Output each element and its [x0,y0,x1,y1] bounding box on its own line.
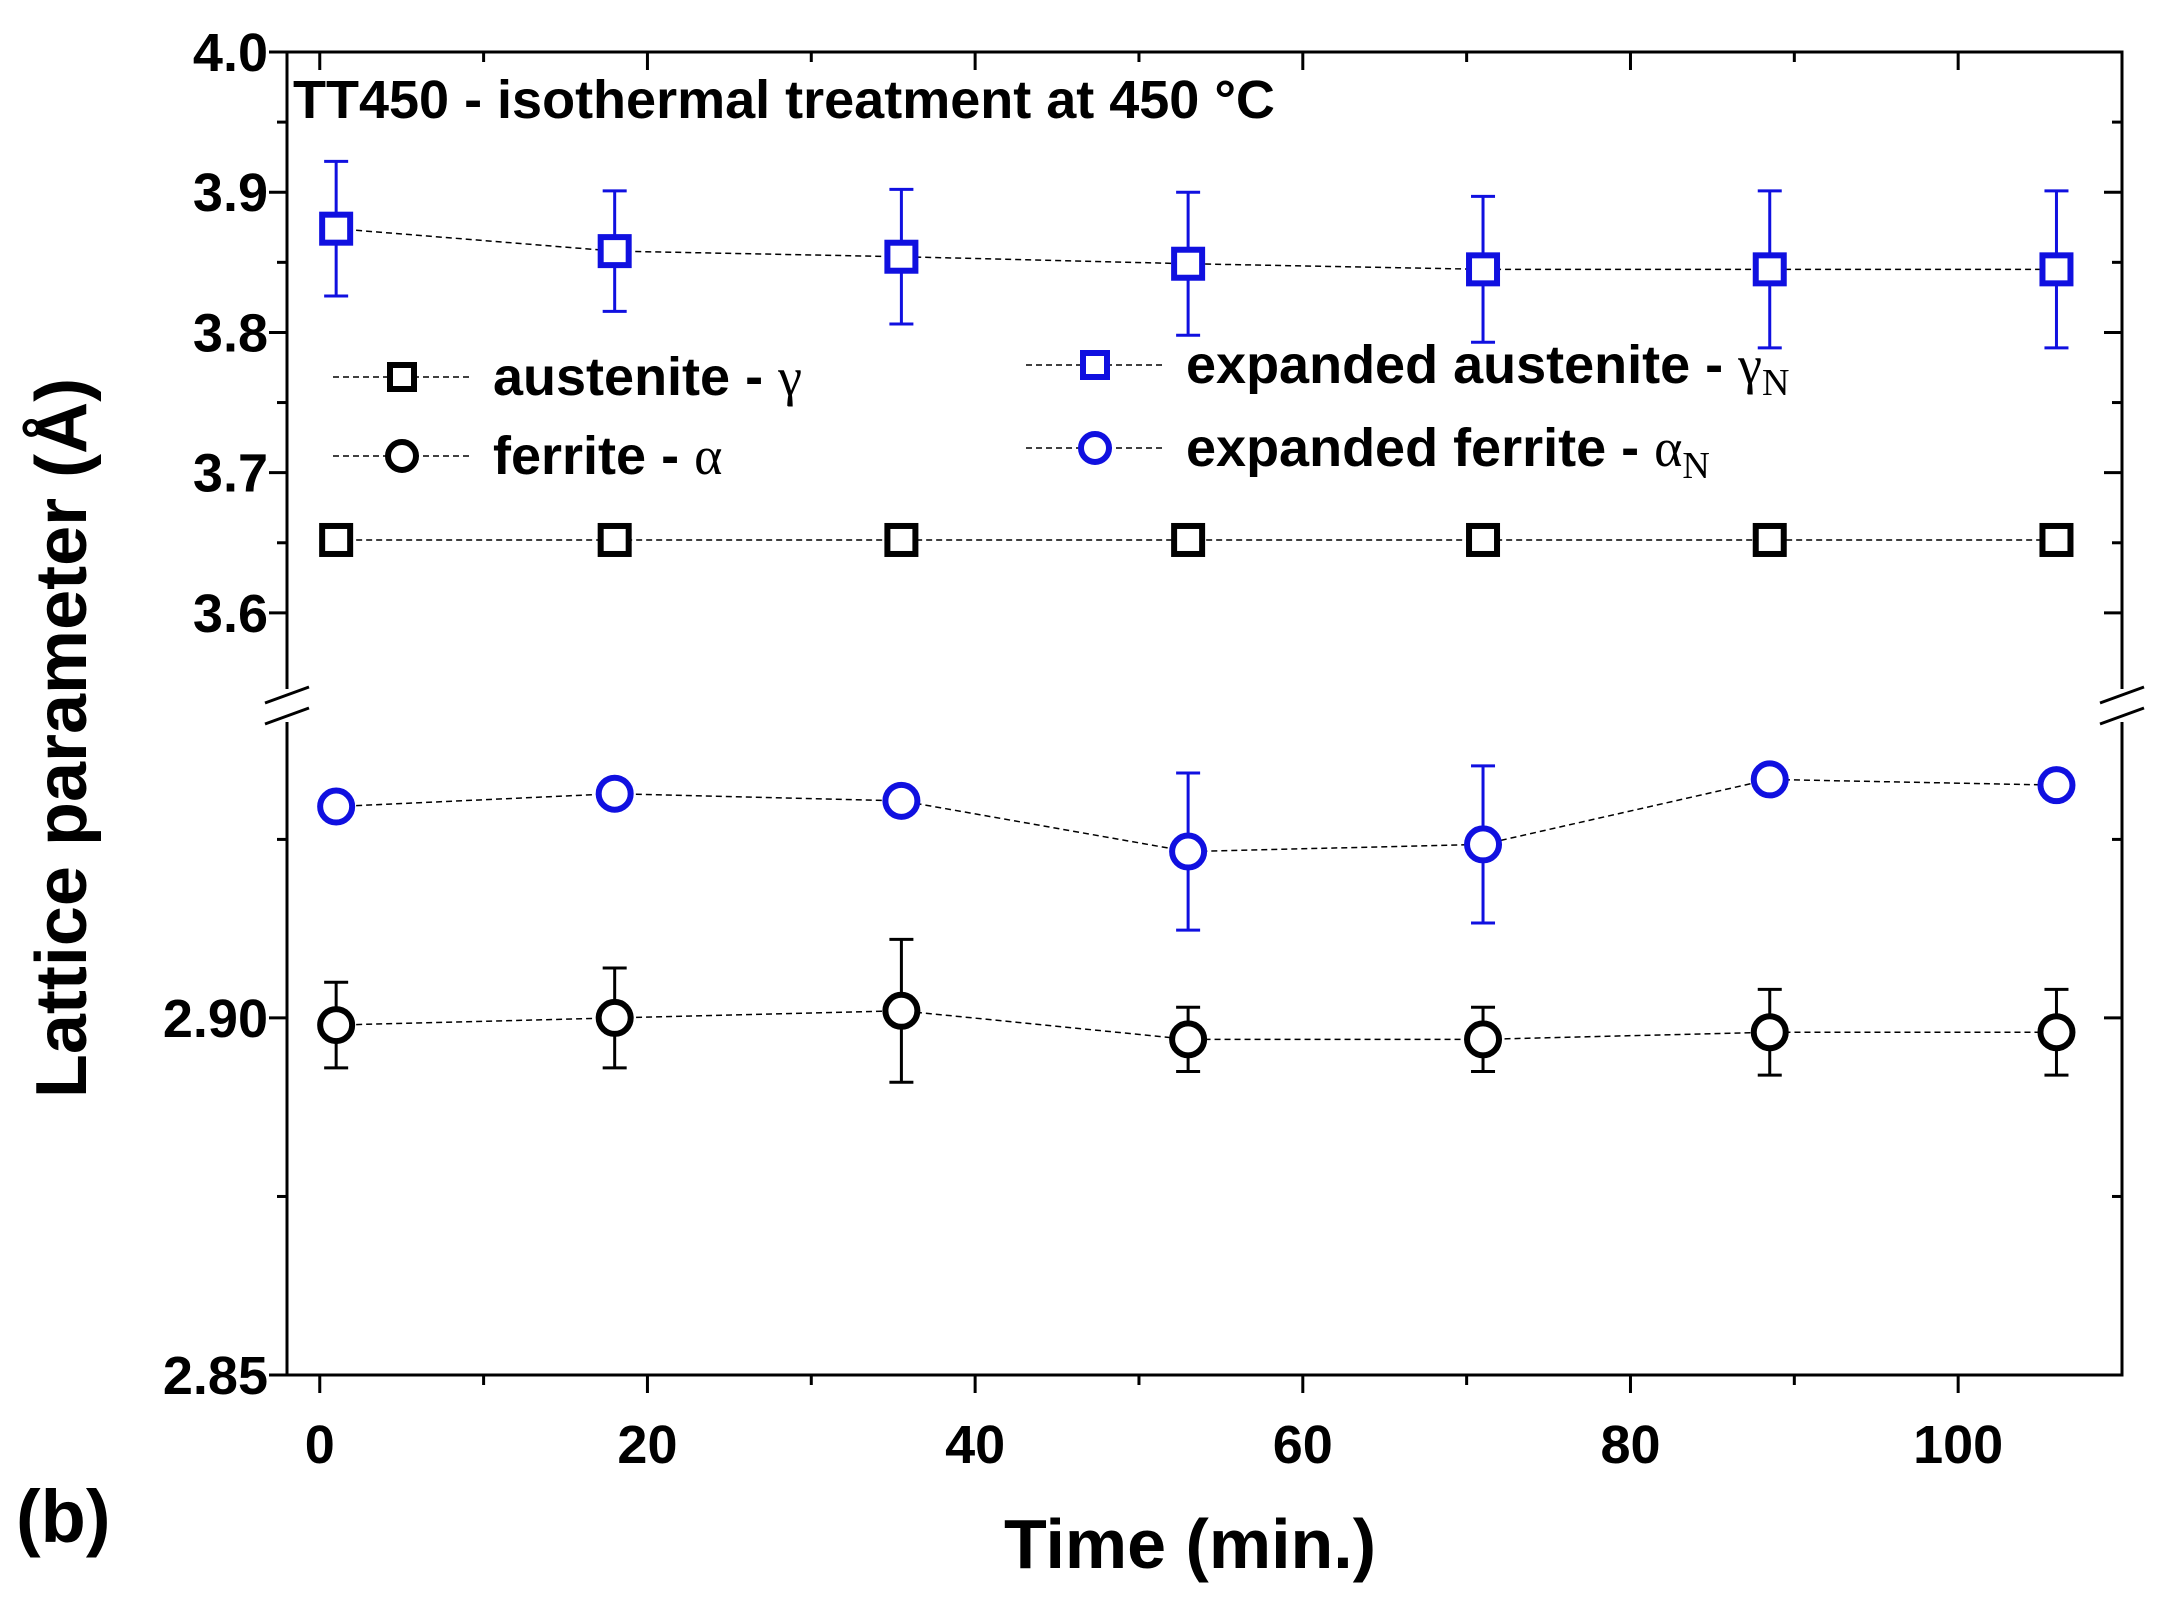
data-point-marker [1750,1013,1789,1052]
data-point-marker [2039,522,2074,557]
chart-title: TT450 - isothermal treatment at 450 °C [293,70,1275,130]
data-point-marker [1466,252,1501,287]
legend: austenite - γ ferrite - α expanded austeni… [333,335,1789,487]
x-tick-label: 20 [617,1415,677,1475]
data-point-marker [319,211,354,246]
data-point-marker [597,522,632,557]
legend-entry-1: austenite - γ [333,347,802,407]
data-point-marker [2039,252,2074,287]
legend-subscript: N [1762,362,1789,404]
legend-label: expanded ferrite - αN [1186,418,1710,487]
data-point-marker [1169,832,1208,871]
data-point-marker [882,781,921,820]
y-tick-label: 2.85 [163,1346,268,1406]
data-point-marker [1171,246,1206,281]
y-tick-label: 4.0 [193,23,268,83]
data-point-marker [597,234,632,269]
legend-label: expanded austenite - γN [1186,335,1789,404]
series-4 [317,760,2076,932]
data-point-marker [884,522,919,557]
y-tick-label: 2.90 [163,989,268,1049]
data-point-marker [595,998,634,1037]
y-tick-label: 3.8 [193,303,268,363]
data-point-marker [1752,252,1787,287]
legend-subscript: N [1682,445,1709,487]
legend-name: austenite - [493,347,778,407]
data-point-marker [1466,522,1501,557]
legend-name: expanded ferrite - [1186,418,1654,478]
data-point-marker [1169,1020,1208,1059]
legend-label: ferrite - α [493,426,722,486]
data-series-layer [317,159,2076,1084]
data-point-marker [1171,522,1206,557]
x-tick-label: 100 [1913,1415,2003,1475]
data-point-marker [385,439,419,473]
data-point-marker [1080,350,1110,380]
series-1 [319,522,2074,557]
axis-break-mark [264,706,310,726]
data-point-marker [1750,760,1789,799]
series-2 [317,937,2076,1084]
axis-break-mark [264,685,310,705]
data-point-marker [2037,1013,2076,1052]
legend-symbol: α [694,426,722,486]
legend-name: ferrite - [493,426,694,486]
data-point-marker [884,239,919,274]
data-point-marker [317,1006,356,1045]
y-tick-label: 3.6 [193,584,268,644]
data-point-marker [1078,431,1112,465]
series-3 [319,159,2074,350]
legend-entry-4: expanded ferrite - αN [1026,418,1710,487]
y-axis-label: Lattice parameter (Å) [22,378,102,1098]
axis-break-mark [2099,706,2145,726]
data-point-marker [319,522,354,557]
data-point-marker [2037,766,2076,805]
x-tick-label: 60 [1273,1415,1333,1475]
legend-label: austenite - γ [493,347,802,407]
data-point-marker [317,787,356,826]
legend-symbol: α [1654,418,1682,478]
legend-symbol: γ [777,347,802,407]
data-point-marker [387,362,417,392]
data-point-marker [882,991,921,1030]
x-tick-label: 0 [305,1415,335,1475]
panel-label: (b) [16,1475,111,1558]
legend-entry-3: expanded austenite - γN [1026,335,1789,404]
legend-entry-2: ferrite - α [333,426,722,486]
data-point-marker [1752,522,1787,557]
x-tick-label: 40 [945,1415,1005,1475]
axis-break-mark [2099,685,2145,705]
legend-symbol: γ [1737,335,1762,395]
data-point-marker [595,774,634,813]
axes-layer: 0 20 40 60 80 100 3.6 3.7 3.8 3.9 4.0 2.85 2.90 [163,23,2145,1475]
data-point-marker [1464,825,1503,864]
x-tick-label: 80 [1600,1415,1660,1475]
y-tick-label: 3.9 [193,163,268,223]
legend-name: expanded austenite - [1186,335,1738,395]
data-point-marker [1464,1020,1503,1059]
x-axis-label: Time (min.) [1004,1505,1376,1583]
y-tick-label: 3.7 [193,444,268,504]
